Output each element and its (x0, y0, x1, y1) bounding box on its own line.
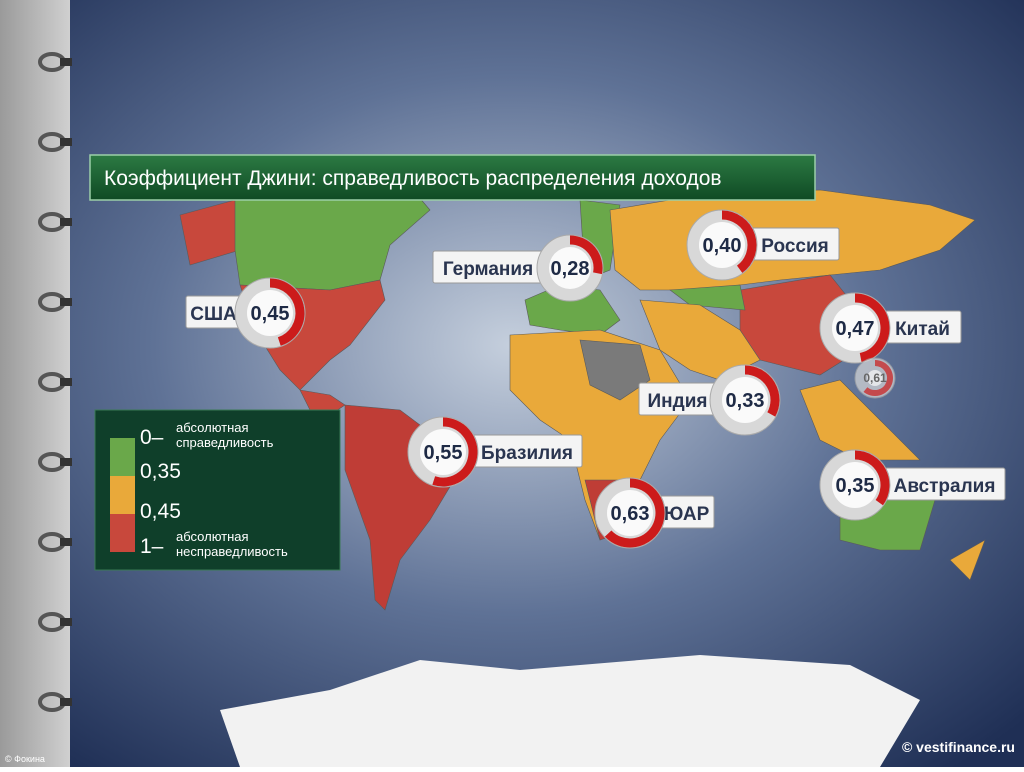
gauge-arc (432, 417, 478, 487)
gini-value: 0,63 (611, 503, 650, 525)
gauge-center (699, 222, 745, 268)
author-credit: © Фокина (5, 754, 45, 764)
country-label: Россия (761, 236, 828, 257)
country-label: Бразилия (481, 443, 573, 464)
gauge-arc (854, 293, 890, 362)
binding-hole (60, 218, 72, 226)
gauge-arc (744, 365, 780, 417)
source-credit: © vestifinance.ru (902, 739, 1015, 755)
gauge-center (549, 247, 591, 289)
gauge-arc (721, 210, 757, 273)
legend-swatch (110, 438, 135, 476)
legend-text: справедливость (176, 435, 274, 450)
binding-hole (60, 698, 72, 706)
gauge-center (420, 429, 466, 475)
legend-mark: 0– (140, 426, 164, 449)
country-label: Германия (443, 259, 533, 280)
markers: США 0,45 Германия 0,28 Россия 0,40 Китай 0,47 0,… (185, 209, 1006, 549)
gauge-center (832, 462, 878, 508)
binding-hole (60, 138, 72, 146)
gini-value: 0,55 (424, 442, 463, 464)
legend-swatch (110, 476, 135, 514)
gauge-arc (854, 450, 890, 506)
gini-value: 0,61 (863, 371, 887, 385)
country-label: США (190, 304, 237, 325)
binding-strip (0, 0, 70, 767)
gauge-center (867, 370, 883, 386)
legend-box (94, 409, 341, 571)
gini-value: 0,28 (551, 258, 590, 280)
title-bar (89, 154, 816, 201)
legend-mark: 1– (140, 535, 164, 558)
binding-hole (60, 538, 72, 546)
legend-text: абсолютная (176, 420, 249, 435)
country-label: Китай (895, 319, 950, 340)
legend-text: несправедливость (176, 544, 288, 559)
gauge-arc (569, 235, 603, 275)
binding-hole (60, 618, 72, 626)
gauge-center (722, 377, 768, 423)
binding-hole (60, 298, 72, 306)
gauge-center (607, 490, 653, 536)
title: Коэффициент Джини: справедливость распре… (104, 167, 722, 190)
binding-hole (60, 58, 72, 66)
country-label: ЮАР (664, 504, 710, 525)
gauge-arc (863, 360, 893, 396)
country-label: Индия (648, 391, 708, 412)
gini-value: 0,33 (726, 390, 765, 412)
gini-value: 0,47 (836, 318, 875, 340)
gauge-arc (604, 478, 665, 548)
country-label: Австралия (894, 476, 996, 497)
gini-value: 0,45 (251, 303, 290, 325)
gauge-center (832, 305, 878, 351)
binding-hole (60, 378, 72, 386)
legend-swatch (110, 514, 135, 552)
binding-hole (60, 458, 72, 466)
gini-value: 0,35 (836, 475, 875, 497)
legend-mark: 0,45 (140, 500, 181, 523)
legend-mark: 0,35 (140, 460, 181, 483)
gini-value: 0,40 (703, 235, 742, 257)
binding-rings (38, 52, 72, 712)
gauge-arc (269, 278, 305, 346)
gauge-center (247, 290, 293, 336)
legend-text: абсолютная (176, 529, 249, 544)
